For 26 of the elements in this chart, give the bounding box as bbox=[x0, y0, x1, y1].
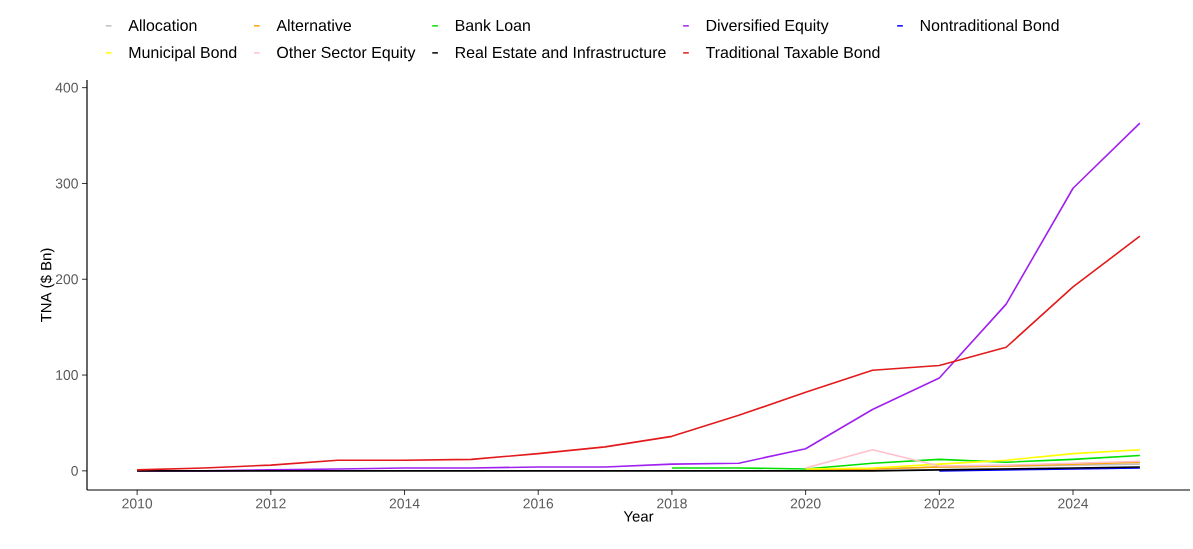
x-tick-label: 2020 bbox=[790, 498, 821, 509]
legend-label: Nontraditional Bond bbox=[920, 19, 1059, 32]
legend-label: Alternative bbox=[276, 19, 351, 32]
x-tick-label: 2022 bbox=[924, 498, 955, 509]
legend-label: Bank Loan bbox=[455, 19, 530, 32]
y-tick-label: 200 bbox=[55, 274, 78, 285]
x-axis-title: Year bbox=[623, 511, 654, 522]
line-series bbox=[136, 235, 1141, 471]
legend-label: Real Estate and Infrastructure bbox=[455, 46, 666, 59]
x-tick-label: 2014 bbox=[389, 498, 420, 509]
y-tick-label: 100 bbox=[56, 370, 78, 380]
y-axis-title: TNA ($ Bn) bbox=[40, 248, 55, 323]
x-tick-label: 2018 bbox=[657, 498, 687, 509]
y-tick-label: 400 bbox=[55, 82, 78, 93]
legend-label: Municipal Bond bbox=[129, 46, 237, 62]
y-tick-label: 0 bbox=[71, 465, 78, 476]
legend-label: Allocation bbox=[128, 19, 197, 32]
x-tick-label: 2010 bbox=[122, 498, 153, 509]
x-tick-label: 2024 bbox=[1058, 498, 1089, 509]
x-tick-label: 2016 bbox=[523, 498, 554, 509]
legend-label: Other Sector Equity bbox=[277, 46, 416, 62]
line-series bbox=[671, 454, 1141, 470]
legend-label: Diversified Equity bbox=[706, 19, 829, 35]
x-tick-label: 2012 bbox=[256, 498, 286, 509]
legend-label: Traditional Taxable Bond bbox=[705, 46, 880, 59]
y-tick-label: 300 bbox=[55, 178, 78, 189]
